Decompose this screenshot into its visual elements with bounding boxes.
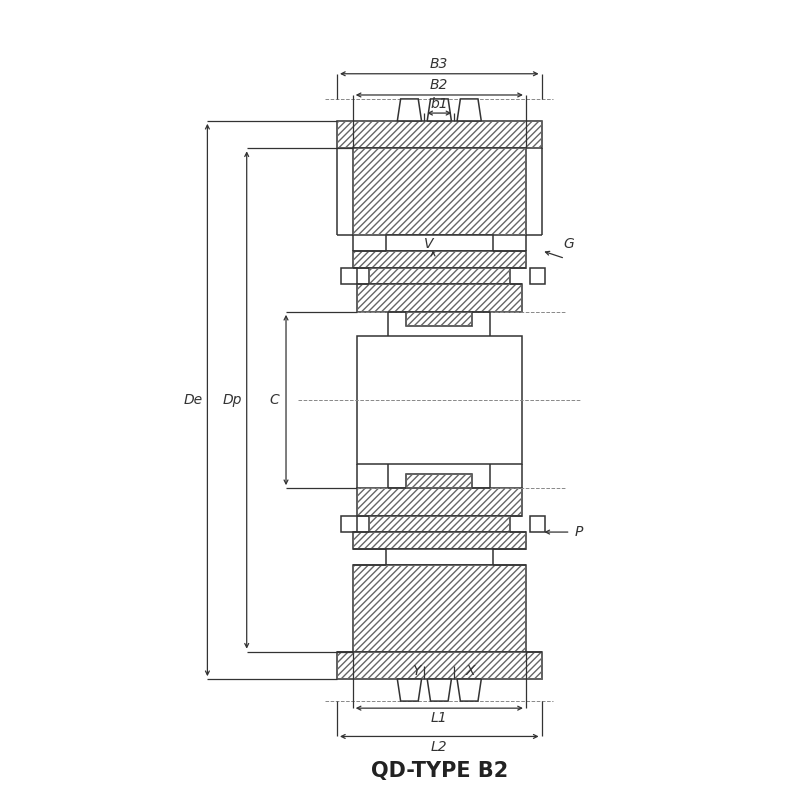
- Bar: [357, 284, 522, 312]
- Polygon shape: [398, 679, 422, 701]
- Bar: [353, 532, 526, 550]
- Bar: [353, 565, 526, 651]
- Bar: [353, 250, 526, 268]
- Bar: [337, 121, 542, 149]
- Bar: [369, 516, 510, 532]
- Bar: [406, 474, 472, 488]
- Bar: [369, 268, 510, 284]
- Text: V: V: [424, 237, 434, 250]
- Bar: [530, 268, 546, 284]
- Bar: [357, 488, 522, 516]
- Text: Y: Y: [412, 664, 421, 678]
- Bar: [353, 250, 526, 268]
- Bar: [386, 235, 493, 250]
- Text: QD-TYPE B2: QD-TYPE B2: [370, 761, 508, 781]
- Text: B3: B3: [430, 57, 449, 70]
- Bar: [406, 474, 472, 488]
- Polygon shape: [427, 679, 451, 701]
- Polygon shape: [457, 99, 482, 121]
- Bar: [406, 312, 472, 326]
- Text: C: C: [270, 393, 279, 407]
- Text: L1: L1: [431, 711, 448, 726]
- Bar: [406, 312, 472, 326]
- Bar: [341, 268, 357, 284]
- Bar: [337, 121, 542, 149]
- Bar: [369, 516, 510, 532]
- Text: L2: L2: [431, 740, 448, 754]
- Bar: [530, 516, 546, 532]
- Bar: [353, 149, 526, 235]
- Text: P: P: [574, 525, 583, 539]
- Polygon shape: [398, 99, 422, 121]
- Bar: [337, 651, 542, 679]
- Bar: [357, 488, 522, 516]
- Text: Dp: Dp: [223, 393, 242, 407]
- Bar: [357, 284, 522, 312]
- Polygon shape: [457, 679, 482, 701]
- Text: De: De: [184, 393, 203, 407]
- Bar: [353, 532, 526, 550]
- Bar: [369, 268, 510, 284]
- Bar: [386, 550, 493, 565]
- Text: b1: b1: [430, 97, 448, 110]
- Bar: [341, 516, 357, 532]
- Text: B2: B2: [430, 78, 449, 92]
- Bar: [353, 149, 526, 235]
- Bar: [357, 335, 522, 465]
- Bar: [337, 651, 542, 679]
- Text: G: G: [564, 237, 574, 250]
- Text: X: X: [466, 664, 475, 678]
- Bar: [353, 565, 526, 651]
- Polygon shape: [427, 99, 451, 121]
